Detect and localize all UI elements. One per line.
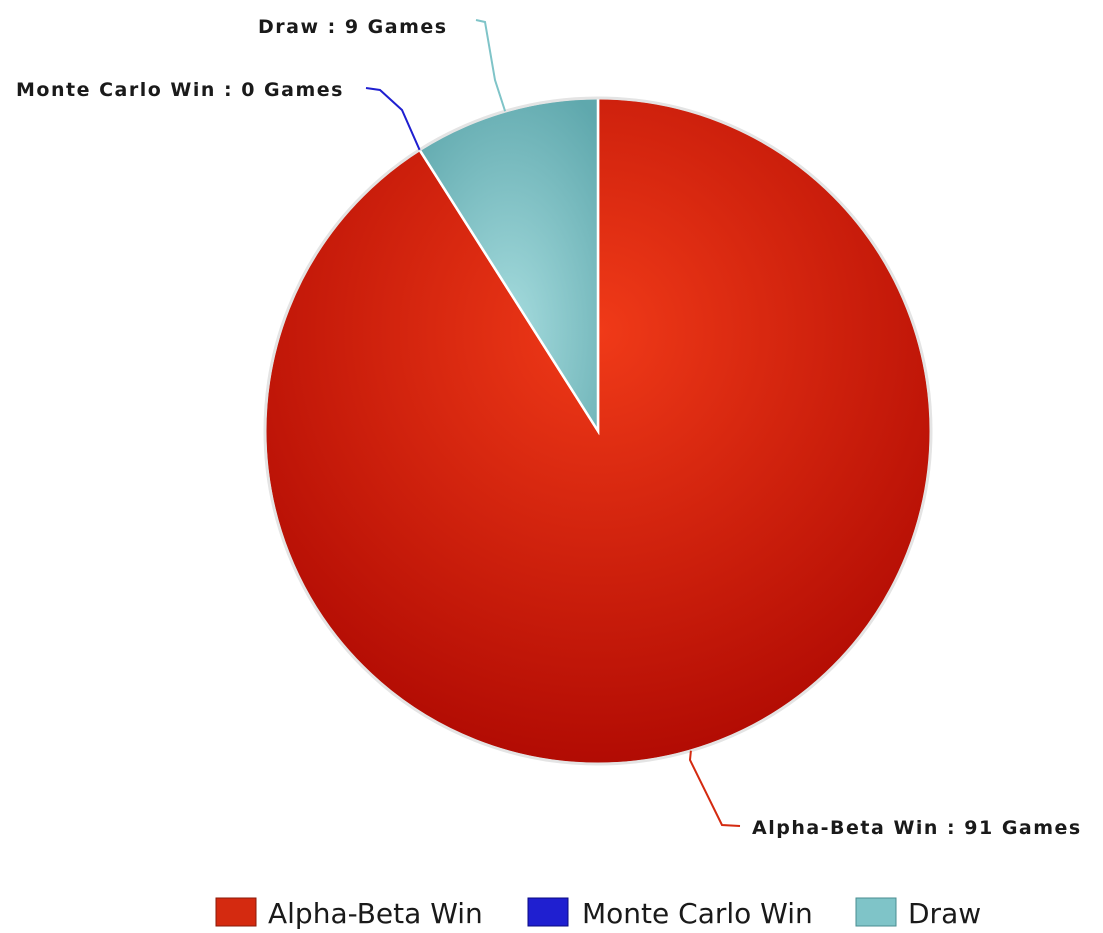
slice-labels: Alpha-Beta Win : 91 Games Monte Carlo Wi…: [16, 16, 1082, 839]
legend-swatch-monte-carlo: [527, 897, 569, 927]
slice-label-alpha-beta: Alpha-Beta Win : 91 Games: [752, 817, 1082, 839]
legend-label-alpha-beta: Alpha-Beta Win: [268, 897, 483, 930]
slice-label-monte-carlo: Monte Carlo Win : 0 Games: [16, 79, 344, 101]
legend-swatch-alpha-beta: [215, 897, 257, 927]
leader-lines: [365, 19, 741, 827]
legend-label-draw: Draw: [908, 897, 981, 930]
slice-label-draw: Draw : 9 Games: [258, 16, 448, 38]
legend: Alpha-Beta Win Monte Carlo Win Draw: [215, 897, 981, 930]
leader-line-draw: [475, 19, 507, 112]
leader-line-alpha-beta-win: [688, 750, 741, 827]
legend-item-monte-carlo: Monte Carlo Win: [527, 897, 813, 930]
legend-label-monte-carlo: Monte Carlo Win: [582, 897, 813, 930]
pie-slices: [263, 96, 933, 766]
leader-line-monte-carlo-win: [365, 87, 421, 151]
legend-item-draw: Draw: [855, 897, 981, 930]
legend-swatch-draw: [855, 897, 897, 927]
legend-item-alpha-beta: Alpha-Beta Win: [215, 897, 483, 930]
pie-rim: [263, 96, 933, 766]
